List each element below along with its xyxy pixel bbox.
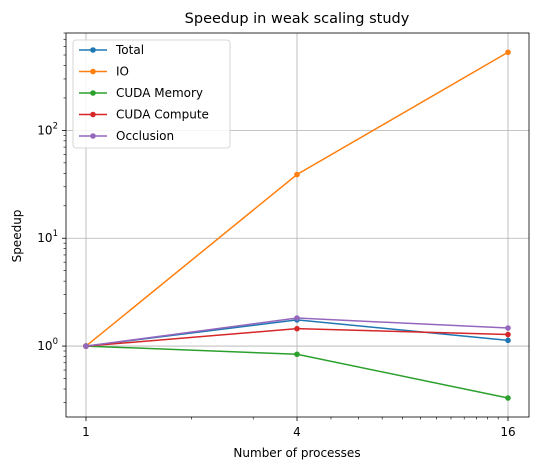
data-point-cuda-memory [505,395,511,401]
y-tick-label: 100 [37,337,58,353]
data-point-occlusion [294,315,300,321]
y-axis-label: Speedup [10,210,24,263]
data-point-occlusion [83,343,89,349]
chart-title: Speedup in weak scaling study [185,11,410,27]
series-layer [83,49,511,401]
legend-marker-occlusion [90,133,96,139]
x-axis-label: Number of processes [233,446,360,460]
legend-label-cuda-memory: CUDA Memory [116,86,203,100]
series-occlusion [83,315,511,349]
data-point-cuda-memory [294,351,300,358]
legend-label-cuda-compute: CUDA Compute [116,108,209,122]
legend-box [72,39,231,149]
legend-marker-cuda-memory [90,90,96,96]
y-tick-label: 102 [37,121,58,137]
axes: 1 4 16 100 101 102 [37,32,530,439]
data-point-total [505,337,511,344]
data-point-occlusion [505,325,511,331]
legend-marker-cuda-compute [90,111,96,118]
x-tick-label: 16 [500,425,515,439]
legend-marker-total [90,47,96,53]
data-point-io [294,171,300,178]
y-tick-label: 101 [37,229,58,245]
legend-label-occlusion: Occlusion [116,129,174,143]
data-point-cuda-compute [505,331,511,338]
x-tick-label: 4 [293,425,301,439]
legend-label-total: Total [115,43,144,57]
legend-marker-io [90,68,96,75]
data-point-cuda-compute [294,325,300,332]
plot-frame [65,32,530,418]
data-point-io [505,49,511,56]
legend: Total IO CUDA Memory CUDA Compute Occlusion [72,39,231,149]
x-tick-label: 1 [82,425,90,439]
legend-label-io: IO [116,65,129,79]
